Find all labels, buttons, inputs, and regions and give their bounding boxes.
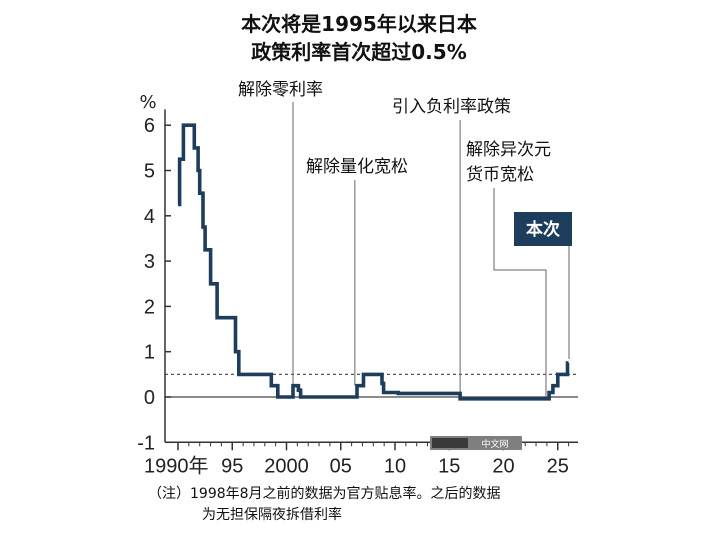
reference-layer [165,373,578,398]
x-tick-label: 1990年 [144,454,209,477]
y-tick-label: -1 [137,432,155,454]
annotation-label: 解除量化宽松 [306,157,408,177]
watermark-text: 中文网 [481,438,508,450]
x-tick-label: 05 [330,455,352,477]
x-tick-label: 2000 [264,455,309,477]
y-tick-label: 3 [144,251,155,273]
annotation-label: 引入负利率政策 [392,97,511,117]
y-tick-label: 4 [144,206,155,228]
series-layer [177,123,570,401]
series-line-policy-rate [177,123,570,401]
y-tick-label: 0 [144,387,155,409]
y-tick-label: 2 [144,296,155,318]
watermark-logo-mark [432,438,468,448]
x-tick-label: 20 [492,455,514,477]
x-tick-label: 15 [438,455,460,477]
chart-title-line1: 本次将是1995年以来日本 [241,12,477,36]
y-tick-label: 6 [144,115,155,137]
current-badge [514,212,572,246]
footnote-line2: 为无担保隔夜拆借利率 [202,507,342,523]
annotation-label: 解除零利率 [238,80,323,100]
x-tick-label: 10 [384,455,406,477]
current-badge-label: 本次 [526,219,560,240]
annotation-leader [493,188,547,397]
watermark-layer: 中文网 [430,436,522,450]
y-tick-label: 5 [144,161,155,183]
y-unit-label: % [139,92,156,113]
axis-layer: -1 0 1 2 3 4 5 6% 1990年 95 2000 05 10 15 20 25 [137,92,578,477]
chart-title-line2: 政策利率首次超过0.5% [251,40,467,64]
footnote: （注）1998年8月之前的数据为官方贴息率。之后的数据 为无担保隔夜拆借利率 [148,484,618,526]
annotation-label: 货币宽松 [466,165,534,185]
annotation-label: 解除异次元 [466,140,551,160]
footnote-line1: （注）1998年8月之前的数据为官方贴息率。之后的数据 [148,486,501,502]
x-tick-label: 95 [221,455,243,477]
x-tick-label: 25 [547,455,569,477]
y-tick-label: 1 [144,342,155,364]
